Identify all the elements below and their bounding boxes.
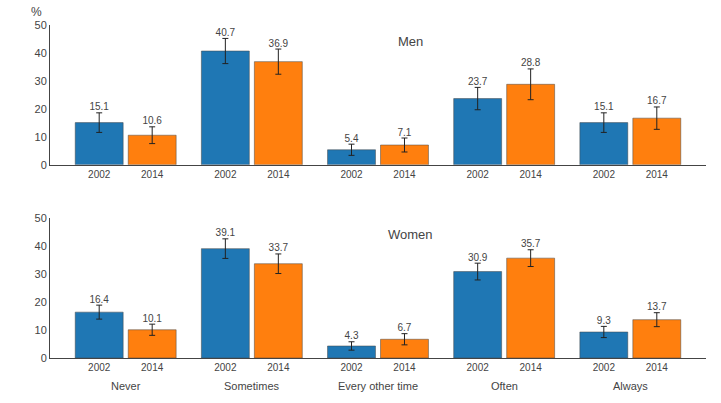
svg-text:6.7: 6.7 — [398, 322, 412, 333]
svg-text:2002: 2002 — [467, 169, 490, 180]
svg-text:2014: 2014 — [267, 362, 290, 373]
svg-text:40: 40 — [35, 47, 47, 59]
svg-text:16.7: 16.7 — [647, 95, 667, 106]
svg-text:Always: Always — [613, 380, 648, 392]
svg-text:2014: 2014 — [520, 169, 543, 180]
svg-text:9.3: 9.3 — [597, 315, 611, 326]
svg-text:35.7: 35.7 — [521, 238, 541, 249]
svg-text:7.1: 7.1 — [398, 127, 412, 138]
svg-text:10: 10 — [35, 324, 47, 336]
svg-text:2002: 2002 — [593, 169, 616, 180]
svg-text:13.7: 13.7 — [647, 301, 667, 312]
svg-text:Women: Women — [388, 227, 433, 242]
svg-text:40: 40 — [35, 240, 47, 252]
svg-text:2014: 2014 — [267, 169, 290, 180]
svg-text:2014: 2014 — [520, 362, 543, 373]
svg-text:2002: 2002 — [88, 169, 111, 180]
svg-text:2014: 2014 — [646, 169, 669, 180]
svg-text:4.3: 4.3 — [345, 330, 359, 341]
svg-text:2002: 2002 — [593, 362, 616, 373]
svg-text:2002: 2002 — [467, 362, 490, 373]
svg-text:2002: 2002 — [214, 169, 237, 180]
svg-text:5.4: 5.4 — [345, 133, 359, 144]
svg-text:2002: 2002 — [340, 169, 363, 180]
svg-text:33.7: 33.7 — [269, 242, 289, 253]
svg-text:30: 30 — [35, 268, 47, 280]
svg-text:2002: 2002 — [88, 362, 111, 373]
svg-text:Sometimes: Sometimes — [224, 380, 280, 392]
svg-text:39.1: 39.1 — [216, 227, 236, 238]
svg-text:10.6: 10.6 — [142, 115, 162, 126]
svg-text:Every other time: Every other time — [338, 380, 418, 392]
svg-text:15.1: 15.1 — [89, 101, 109, 112]
svg-text:Often: Often — [491, 380, 518, 392]
svg-text:20: 20 — [35, 296, 47, 308]
svg-text:20: 20 — [35, 103, 47, 115]
svg-text:30.9: 30.9 — [468, 252, 488, 263]
svg-text:28.8: 28.8 — [521, 57, 541, 68]
svg-text:10.1: 10.1 — [142, 313, 162, 324]
svg-text:2002: 2002 — [340, 362, 363, 373]
svg-text:2014: 2014 — [393, 169, 416, 180]
svg-text:30: 30 — [35, 75, 47, 87]
svg-text:23.7: 23.7 — [468, 76, 488, 87]
svg-text:%: % — [31, 5, 42, 19]
svg-text:10: 10 — [35, 131, 47, 143]
svg-text:2002: 2002 — [214, 362, 237, 373]
svg-text:0: 0 — [41, 159, 47, 171]
svg-text:2014: 2014 — [141, 362, 164, 373]
svg-text:16.4: 16.4 — [89, 294, 109, 305]
svg-text:36.9: 36.9 — [269, 38, 289, 49]
svg-text:2014: 2014 — [141, 169, 164, 180]
svg-text:0: 0 — [41, 352, 47, 364]
svg-text:50: 50 — [35, 212, 47, 224]
svg-text:50: 50 — [35, 19, 47, 31]
svg-text:2014: 2014 — [646, 362, 669, 373]
svg-text:40.7: 40.7 — [216, 27, 236, 38]
svg-text:15.1: 15.1 — [594, 101, 614, 112]
svg-text:Never: Never — [111, 380, 141, 392]
svg-text:2014: 2014 — [393, 362, 416, 373]
svg-text:Men: Men — [398, 34, 423, 49]
